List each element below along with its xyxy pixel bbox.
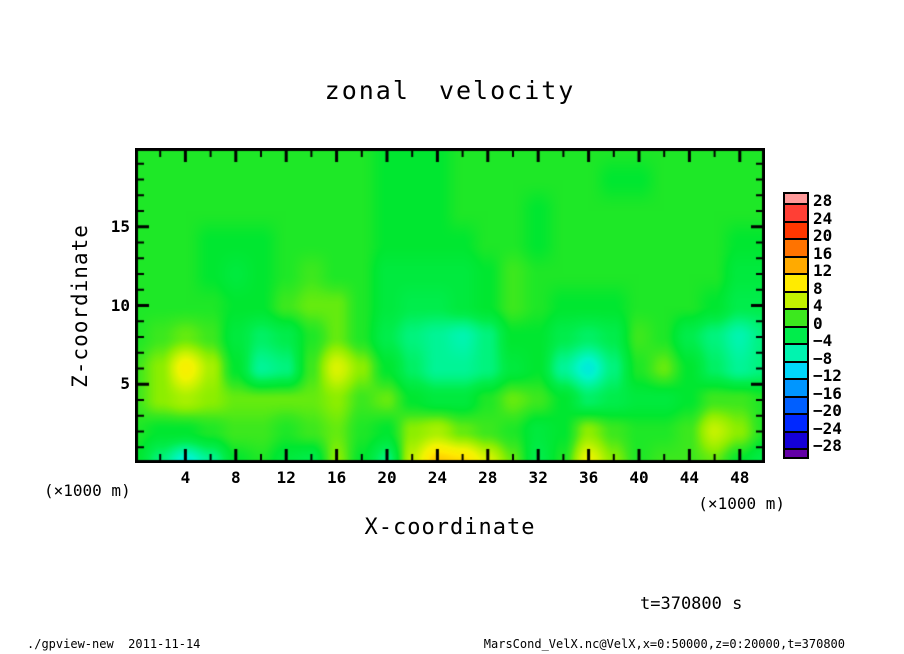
colorbar-box [785, 430, 807, 448]
x-tick-label: 36 [578, 468, 599, 487]
colorbar-box [785, 255, 807, 273]
x-tick-label: 48 [730, 468, 750, 487]
colorbar-tick-label: 20 [813, 226, 833, 245]
colorbar-tick-label: 4 [813, 296, 823, 315]
colorbar-tick-label: 12 [813, 261, 833, 280]
colorbar-box [785, 273, 807, 291]
x-tick-label: 40 [629, 468, 649, 487]
colorbar-box [785, 378, 807, 396]
colorbar-box [785, 325, 807, 343]
colorbar-box [785, 360, 807, 378]
colorbar-tick-label: −4 [813, 331, 833, 350]
footer-command: ./gpview-new 2011-11-14 [27, 637, 201, 651]
time-annotation: t=370800 s [640, 594, 743, 614]
colorbar-tick-label: −20 [813, 401, 842, 420]
colorbar-box [785, 238, 807, 256]
y-tick-label: 15 [110, 216, 130, 236]
colorbar-tick-label: −28 [813, 436, 842, 455]
colorbar-tick-label: −8 [813, 348, 833, 368]
x-axis-unit: (×1000 m) [698, 494, 785, 513]
x-tick-label: 32 [528, 468, 548, 487]
colorbar-tick-label: 0 [813, 313, 823, 333]
colorbar-tick-label: −12 [813, 366, 842, 385]
x-tick-label: 24 [427, 468, 448, 487]
chart-title: zonal velocity [324, 76, 576, 105]
colorbar-box [785, 220, 807, 238]
colorbar-tick-label: 8 [813, 278, 823, 298]
colorbar-tick-label: −24 [813, 418, 842, 438]
colorbar [783, 192, 809, 459]
x-axis-label: X-coordinate [364, 515, 536, 540]
x-tick-label: 20 [377, 468, 397, 487]
colorbar-box [785, 343, 807, 361]
x-tick-label: 4 [180, 468, 191, 487]
colorbar-tick-label: 16 [813, 243, 833, 263]
y-tick-label: 10 [110, 295, 130, 315]
x-tick-label: 12 [276, 468, 296, 487]
colorbar-box [785, 194, 807, 203]
x-tick-label: 28 [478, 468, 498, 487]
y-tick-label: 5 [120, 374, 130, 394]
x-tick-label: 8 [230, 468, 241, 487]
colorbar-box [785, 308, 807, 326]
x-tick-label: 16 [326, 468, 347, 487]
footer-source: MarsCond_VelX.nc@VelX,x=0:50000,z=0:2000… [483, 637, 845, 651]
z-axis-unit: (×1000 m) [44, 481, 131, 500]
colorbar-box [785, 448, 807, 457]
x-tick-label: 44 [679, 468, 700, 487]
colorbar-box [785, 413, 807, 431]
colorbar-tick-label: 28 [813, 191, 833, 210]
colorbar-tick-label: −16 [813, 383, 842, 403]
colorbar-tick-label: 24 [813, 208, 833, 228]
colorbar-box [785, 290, 807, 308]
colorbar-box [785, 395, 807, 413]
colorbar-box [785, 203, 807, 221]
heatmap-canvas [135, 148, 765, 463]
